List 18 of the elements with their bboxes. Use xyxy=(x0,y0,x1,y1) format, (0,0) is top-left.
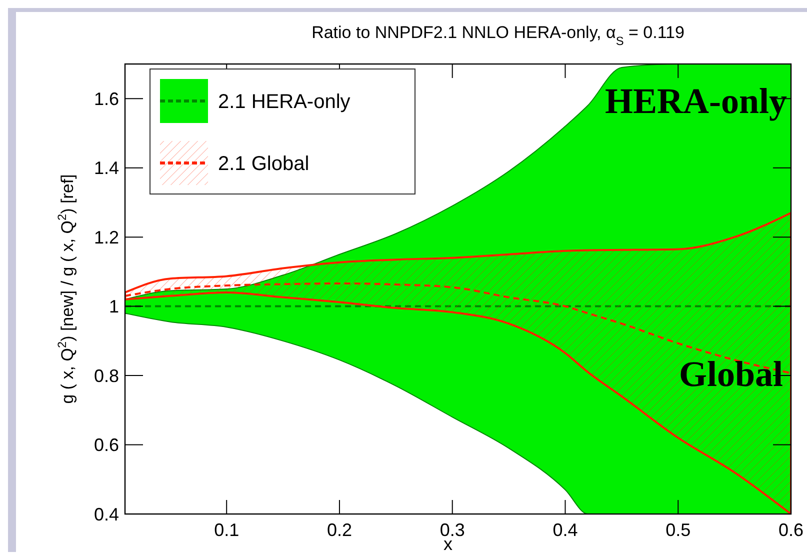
y-tick-label: 1.2 xyxy=(94,227,119,248)
y-tick-label: 0.4 xyxy=(94,504,119,524)
x-tick-label: 0.6 xyxy=(778,520,804,540)
y-tick-label: 0.6 xyxy=(94,435,119,456)
y-tick-label: 1.6 xyxy=(94,88,119,109)
legend-label: 2.1 HERA-only xyxy=(218,91,350,113)
y-tick-label: 1.4 xyxy=(94,158,119,178)
x-tick-label: 0.4 xyxy=(552,520,578,540)
y-tick-label: 1 xyxy=(108,296,119,317)
x-tick-label: 0.2 xyxy=(326,520,352,540)
x-tick-label: 0.3 xyxy=(440,520,465,540)
x-tick-label: 0.1 xyxy=(214,520,240,540)
chart-title: Ratio to NNPDF2.1 NNLO HERA-only, α$_{S}$ = 0.119 xyxy=(312,23,684,48)
y-tick-label: 0.8 xyxy=(94,366,119,386)
x-tick-label: 0.5 xyxy=(666,520,691,540)
legend-label: 2.1 Global xyxy=(218,153,310,175)
annotation: Global xyxy=(678,354,783,394)
annotation: HERA-only xyxy=(604,81,787,121)
